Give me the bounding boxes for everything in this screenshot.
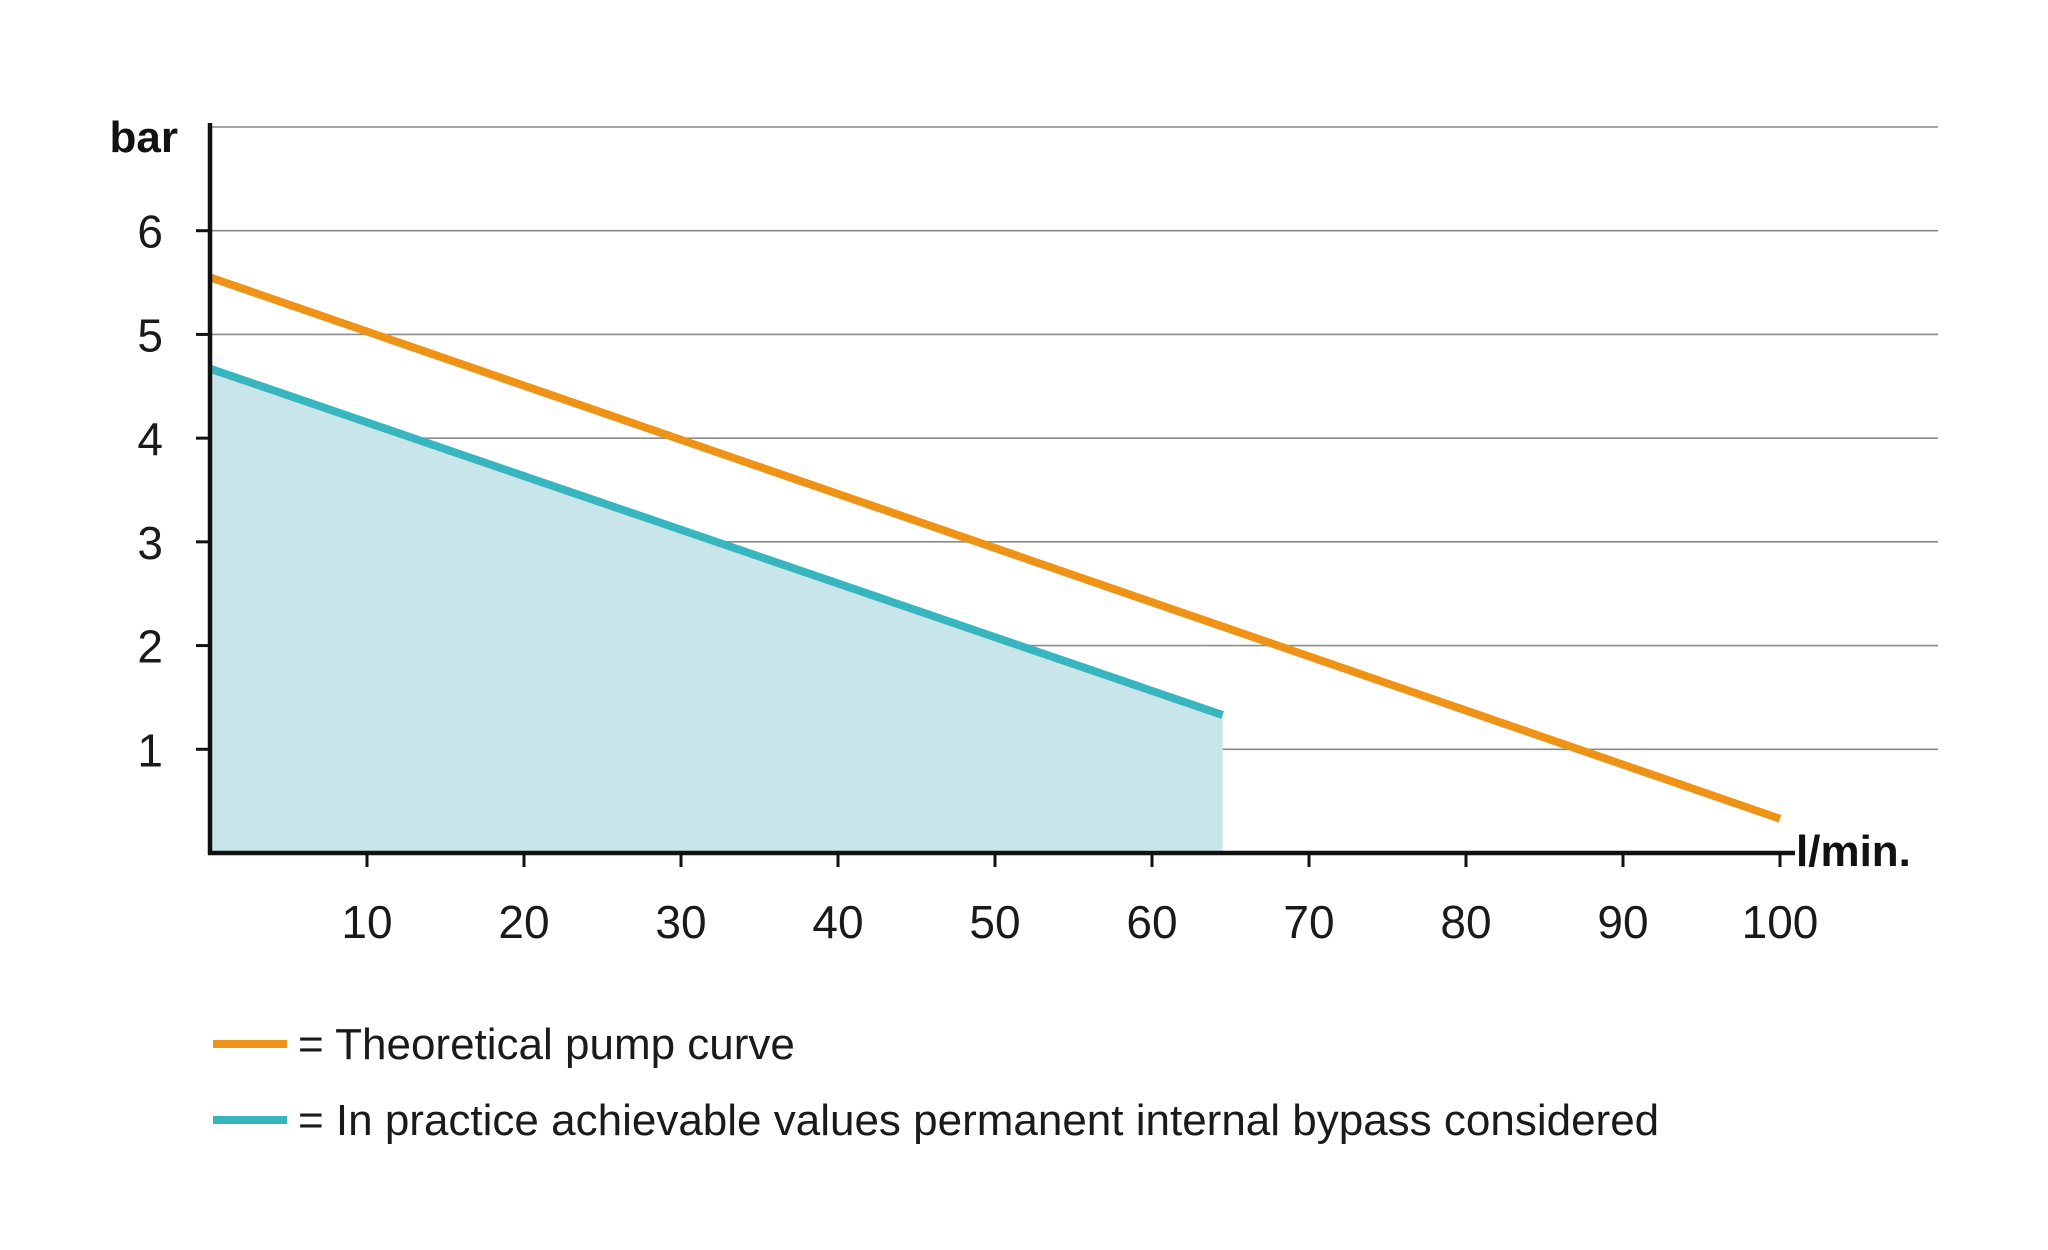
x-tick-label-30: 30 bbox=[655, 896, 706, 948]
y-tick-label-2: 2 bbox=[137, 621, 163, 673]
x-tick-label-10: 10 bbox=[341, 896, 392, 948]
area-layer bbox=[210, 368, 1223, 853]
x-tick-label-20: 20 bbox=[498, 896, 549, 948]
tick-layer: 1 2 3 4 5 6 10 20 30 40 50 60 70 80 90 100 bbox=[137, 206, 1818, 948]
line-layer bbox=[208, 273, 1782, 823]
x-tick-label-100: 100 bbox=[1742, 896, 1819, 948]
y-axis-title: bar bbox=[110, 113, 178, 162]
legend-label-1: = In practice achievable values permanen… bbox=[298, 1096, 1659, 1145]
y-tick-label-4: 4 bbox=[137, 413, 163, 465]
x-tick-label-40: 40 bbox=[812, 896, 863, 948]
series-1-area bbox=[210, 368, 1223, 853]
x-tick-label-60: 60 bbox=[1126, 896, 1177, 948]
series-0-line bbox=[208, 273, 1782, 823]
x-tick-label-90: 90 bbox=[1597, 896, 1648, 948]
y-tick-label-3: 3 bbox=[137, 517, 163, 569]
x-tick-label-70: 70 bbox=[1283, 896, 1334, 948]
legend: = Theoretical pump curve = In practice ac… bbox=[213, 1020, 1659, 1145]
y-tick-label-5: 5 bbox=[137, 309, 163, 361]
x-tick-label-50: 50 bbox=[969, 896, 1020, 948]
series-1-line bbox=[208, 364, 1224, 719]
x-axis-title: l/min. bbox=[1796, 827, 1911, 876]
axis-layer bbox=[207, 123, 1795, 856]
y-tick-label-1: 1 bbox=[137, 724, 163, 776]
x-tick-label-80: 80 bbox=[1440, 896, 1491, 948]
y-tick-label-6: 6 bbox=[137, 206, 163, 258]
legend-label-0: = Theoretical pump curve bbox=[298, 1020, 795, 1069]
